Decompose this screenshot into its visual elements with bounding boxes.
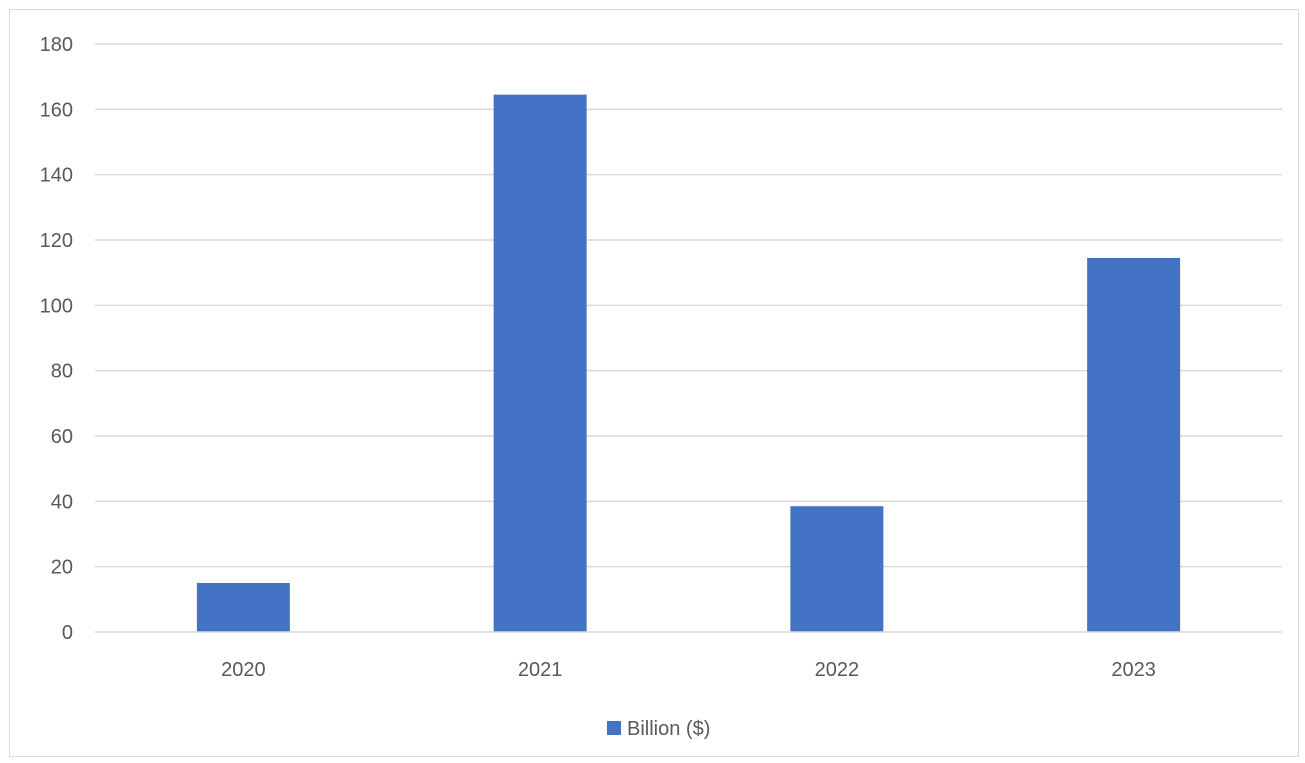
- x-tick-label: 2023: [1111, 659, 1156, 681]
- gridlines: [95, 43, 1282, 568]
- y-tick-label: 100: [40, 295, 73, 317]
- x-tick-label: 2020: [221, 659, 266, 681]
- legend: Billion ($): [607, 718, 710, 740]
- bar: [790, 506, 884, 632]
- y-tick-label: 80: [51, 361, 73, 383]
- y-tick-label: 160: [40, 99, 73, 121]
- bar: [196, 583, 290, 632]
- legend-label: Billion ($): [627, 718, 710, 740]
- bar: [1087, 257, 1181, 632]
- y-tick-label: 60: [51, 426, 73, 448]
- x-axis-labels: 2020 2021 2022 2023: [221, 659, 1156, 681]
- y-tick-label: 120: [40, 230, 73, 252]
- y-tick-label: 40: [51, 491, 73, 513]
- bars: [196, 94, 1181, 633]
- legend-swatch: [607, 721, 621, 735]
- bar: [493, 94, 587, 633]
- y-tick-label: 140: [40, 165, 73, 187]
- x-tick-label: 2022: [815, 659, 860, 681]
- y-tick-label: 20: [51, 557, 73, 579]
- y-axis-labels: 0 20 40 60 80 100 120 140 160 180: [40, 34, 73, 644]
- x-tick-label: 2021: [518, 659, 563, 681]
- y-tick-label: 0: [62, 622, 73, 644]
- y-tick-label: 180: [40, 34, 73, 56]
